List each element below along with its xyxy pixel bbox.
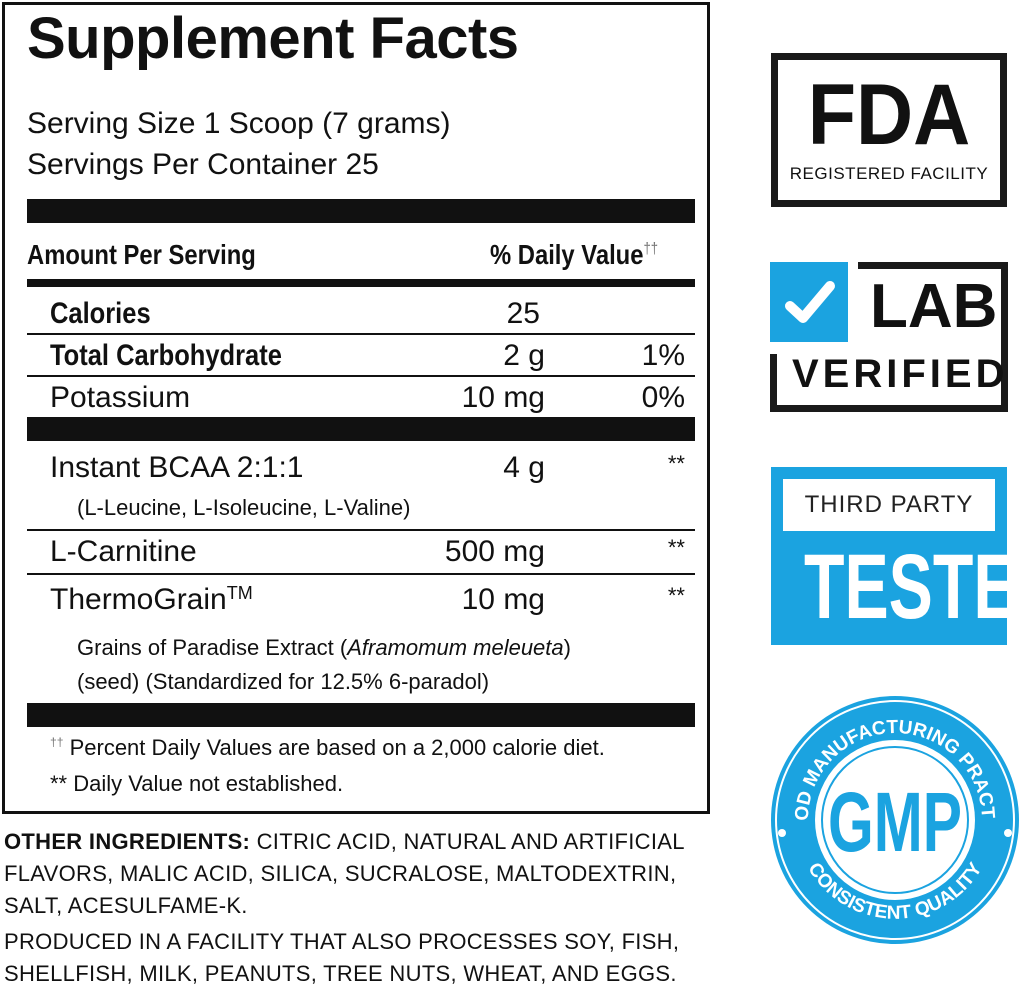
row-name: Total Carbohydrate (50, 339, 282, 372)
row-amount: 25 (506, 297, 540, 330)
row-dv: ** (667, 535, 685, 560)
verified-text: VERIFIED (792, 352, 1009, 396)
footnote-not-established: ** Daily Value not established. (50, 771, 344, 796)
servings-per-container: Servings Per Container 25 (27, 148, 379, 181)
row-amount: 4 g (503, 451, 545, 484)
header-dv: % Daily Value†† (490, 239, 659, 270)
row-sub: Grains of Paradise Extract (Aframomum me… (77, 635, 571, 660)
row-sub: (L-Leucine, L-Isoleucine, L-Valine) (77, 495, 411, 520)
row-amount: 10 mg (461, 381, 545, 414)
other-ingredients: OTHER INGREDIENTS: CITRIC ACID, NATURAL … (4, 829, 684, 918)
gmp-badge: GOOD MANUFACTURING PRACTICE CONSISTENT Q… (761, 677, 1022, 947)
third-party-tested-badge: THIRD PARTY TESTED (771, 467, 1024, 645)
divider (27, 333, 695, 335)
divider-thick (27, 703, 695, 727)
divider (27, 375, 695, 377)
header-amount: Amount Per Serving (27, 239, 256, 270)
divider-medium (27, 279, 695, 287)
row-amount: 10 mg (461, 583, 545, 616)
row-amount: 2 g (503, 339, 545, 372)
divider (27, 529, 695, 531)
tested-text: TESTED (804, 536, 1024, 638)
row-name: L-Carnitine (50, 535, 197, 568)
divider-thick (27, 199, 695, 223)
row-sub: (seed) (Standardized for 12.5% 6-paradol… (77, 669, 490, 694)
row-name: ThermoGrainTM (50, 583, 253, 616)
row-dv: 1% (641, 339, 685, 372)
row-dv: ** (667, 583, 685, 608)
divider-thick (27, 417, 695, 441)
lab-text: LAB (870, 272, 998, 341)
row-name: Potassium (50, 381, 191, 414)
gmp-text: GMP (828, 776, 962, 870)
fda-badge: FDA REGISTERED FACILITY (771, 53, 1007, 207)
fda-text: FDA (807, 67, 971, 163)
lab-verified-badge: LAB VERIFIED (770, 262, 1008, 412)
third-party-text: THIRD PARTY (783, 479, 995, 531)
allergen-statement: PRODUCED IN A FACILITY THAT ALSO PROCESS… (4, 929, 680, 986)
divider (27, 573, 695, 575)
row-amount: 500 mg (444, 535, 545, 568)
checkmark-icon (770, 262, 848, 342)
row-dv: ** (667, 451, 685, 476)
row-name: Calories (50, 297, 151, 330)
supplement-facts-panel: Supplement Facts Serving Size 1 Scoop (7… (2, 2, 710, 814)
fda-subtext: REGISTERED FACILITY (789, 164, 989, 183)
footnote-dv: †† Percent Daily Values are based on a 2… (50, 735, 605, 760)
panel-title: Supplement Facts (27, 6, 519, 71)
row-dv: 0% (641, 381, 685, 414)
serving-size: Serving Size 1 Scoop (7 grams) (27, 107, 451, 140)
row-name: Instant BCAA 2:1:1 (50, 451, 304, 484)
